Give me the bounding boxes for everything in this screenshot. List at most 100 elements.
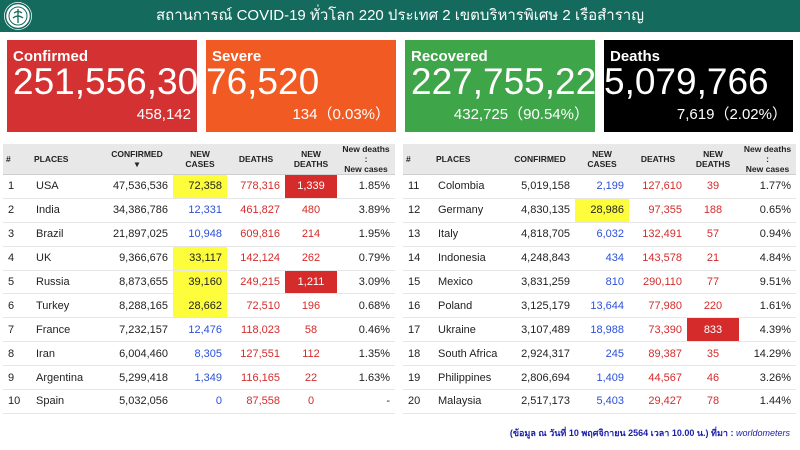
table-row[interactable]: 20 Malaysia 2,517,173 5,403 29,427 78 1.44% [403, 389, 796, 414]
place-cell: Argentina [31, 365, 101, 391]
col-confirmed-label: CONFIRMED [111, 149, 163, 159]
col-new-cases[interactable]: NEW CASES [173, 144, 227, 175]
place-cell: Spain [31, 389, 101, 414]
col-new-cases[interactable]: NEW CASES [575, 144, 629, 175]
col-ratio[interactable]: New deaths : New cases [337, 144, 395, 175]
rank-cell: 10 [3, 389, 31, 414]
rank-cell: 2 [3, 198, 31, 223]
table-row[interactable]: 4 UK 9,366,676 33,117 142,124 262 0.79% [3, 246, 395, 271]
rank-cell: 6 [3, 293, 31, 319]
footer-note: (ข้อมูล ณ วันที่ 10 พฤศจิกายน 2564 เวลา … [0, 426, 790, 440]
col-new-cases-label-1: NEW [190, 149, 210, 159]
ratio-cell: 3.26% [739, 365, 796, 391]
col-places[interactable]: PLACES [31, 144, 101, 175]
new-deaths-cell: 78 [687, 389, 739, 414]
new-deaths-cell: 1,211 [285, 270, 337, 295]
table-row[interactable]: 13 Italy 4,818,705 6,032 132,491 57 0.94% [403, 222, 796, 247]
rank-cell: 9 [3, 365, 31, 391]
table-row[interactable]: 3 Brazil 21,897,025 10,948 609,816 214 1.95% [3, 222, 395, 247]
new-deaths-cell: 262 [285, 246, 337, 271]
severe-card: Severe 76,520 134（0.03%） [206, 40, 396, 132]
deaths-total: 5,079,766 [604, 61, 769, 102]
table-row[interactable]: 1 USA 47,536,536 72,358 778,316 1,339 1.85% [3, 174, 395, 199]
new-deaths-cell: 22 [285, 365, 337, 391]
ratio-cell: 0.94% [739, 222, 796, 247]
table-row[interactable]: 8 Iran 6,004,460 8,305 127,551 112 1.35% [3, 341, 395, 367]
new-deaths-cell: 196 [285, 293, 337, 319]
table-row[interactable]: 5 Russia 8,873,655 39,160 249,215 1,211 3.09% [3, 270, 395, 295]
confirmed-cell: 4,248,843 [505, 246, 575, 271]
col-places[interactable]: PLACES [433, 144, 505, 175]
new-cases-cell: 39,160 [173, 270, 227, 295]
place-cell: Russia [31, 270, 101, 295]
ministry-logo-icon [4, 2, 32, 30]
rank-cell: 17 [403, 317, 433, 343]
confirmed-cell: 5,019,158 [505, 174, 575, 199]
deaths-cell: 127,610 [629, 174, 687, 199]
new-cases-cell: 28,986 [575, 198, 629, 223]
col-rank[interactable]: # [3, 144, 31, 175]
deaths-cell: 72,510 [227, 293, 285, 319]
table-row[interactable]: 2 India 34,386,786 12,331 461,827 480 3.89% [3, 198, 395, 223]
col-rank[interactable]: # [403, 144, 433, 175]
confirmed-cell: 7,232,157 [101, 317, 173, 343]
col-confirmed[interactable]: CONFIRMED ▾ [101, 144, 173, 175]
table-row[interactable]: 19 Philippines 2,806,694 1,409 44,567 46 3.26% [403, 365, 796, 391]
confirmed-cell: 3,107,489 [505, 317, 575, 343]
col-confirmed[interactable]: CONFIRMED [505, 144, 575, 175]
table-row[interactable]: 11 Colombia 5,019,158 2,199 127,610 39 1.77% [403, 174, 796, 199]
table-row[interactable]: 12 Germany 4,830,135 28,986 97,355 188 0.65% [403, 198, 796, 223]
new-cases-cell: 13,644 [575, 293, 629, 319]
rank-cell: 12 [403, 198, 433, 223]
col-new-deaths[interactable]: NEW DEATHS [285, 144, 337, 175]
place-cell: Iran [31, 341, 101, 367]
sort-arrow-icon: ▾ [134, 159, 140, 169]
deaths-card: Deaths 5,079,766 7,619（2.02%） [604, 40, 793, 132]
place-cell: Poland [433, 293, 505, 319]
place-cell: Colombia [433, 174, 505, 199]
table-row[interactable]: 14 Indonesia 4,248,843 434 143,578 21 4.84% [403, 246, 796, 271]
confirmed-cell: 21,897,025 [101, 222, 173, 247]
col-ratio[interactable]: New deaths : New cases [739, 144, 796, 175]
new-cases-cell: 8,305 [173, 341, 227, 367]
table-row[interactable]: 6 Turkey 8,288,165 28,662 72,510 196 0.68% [3, 293, 395, 319]
ratio-cell: 1.95% [337, 222, 395, 247]
table-row[interactable]: 17 Ukraine 3,107,489 18,988 73,390 833 4.39% [403, 317, 796, 343]
table-row[interactable]: 10 Spain 5,032,056 0 87,558 0- [3, 389, 395, 414]
new-deaths-cell: 188 [687, 198, 739, 223]
source-link[interactable]: worldometers [735, 428, 790, 438]
table-row[interactable]: 16 Poland 3,125,179 13,644 77,980 220 1.61% [403, 293, 796, 319]
confirmed-cell: 4,818,705 [505, 222, 575, 247]
confirmed-cell: 5,032,056 [101, 389, 173, 414]
place-cell: South Africa [433, 341, 505, 367]
col-deaths[interactable]: DEATHS [629, 144, 687, 175]
col-deaths[interactable]: DEATHS [227, 144, 285, 175]
place-cell: Italy [433, 222, 505, 247]
table-row[interactable]: 18 South Africa 2,924,317 245 89,387 35 14.29% [403, 341, 796, 367]
col-new-cases-label-1: NEW [592, 149, 612, 159]
col-new-deaths-label-1: NEW [703, 149, 723, 159]
new-deaths-cell: 833 [687, 317, 739, 343]
deaths-cell: 132,491 [629, 222, 687, 247]
rank-cell: 15 [403, 270, 433, 295]
table-row[interactable]: 15 Mexico 3,831,259 810 290,110 77 9.51% [403, 270, 796, 295]
table-row[interactable]: 7 France 7,232,157 12,476 118,023 58 0.46% [3, 317, 395, 343]
deaths-cell: 29,427 [629, 389, 687, 414]
new-deaths-cell: 480 [285, 198, 337, 223]
rank-cell: 11 [403, 174, 433, 199]
new-deaths-cell: 21 [687, 246, 739, 271]
severe-total: 76,520 [206, 61, 320, 102]
deaths-cell: 97,355 [629, 198, 687, 223]
new-cases-cell: 33,117 [173, 246, 227, 271]
new-cases-cell: 434 [575, 246, 629, 271]
col-ratio-label-2: New cases [344, 164, 388, 174]
col-ratio-label-1: New deaths : [342, 144, 390, 164]
deaths-cell: 87,558 [227, 389, 285, 414]
deaths-cell: 116,165 [227, 365, 285, 391]
confirmed-cell: 6,004,460 [101, 341, 173, 367]
table-row[interactable]: 9 Argentina 5,299,418 1,349 116,165 22 1.63% [3, 365, 395, 391]
col-new-deaths[interactable]: NEW DEATHS [687, 144, 739, 175]
ratio-cell: 1.35% [337, 341, 395, 367]
col-new-deaths-label-1: NEW [301, 149, 321, 159]
severe-new: 134（0.03%） [292, 106, 390, 123]
